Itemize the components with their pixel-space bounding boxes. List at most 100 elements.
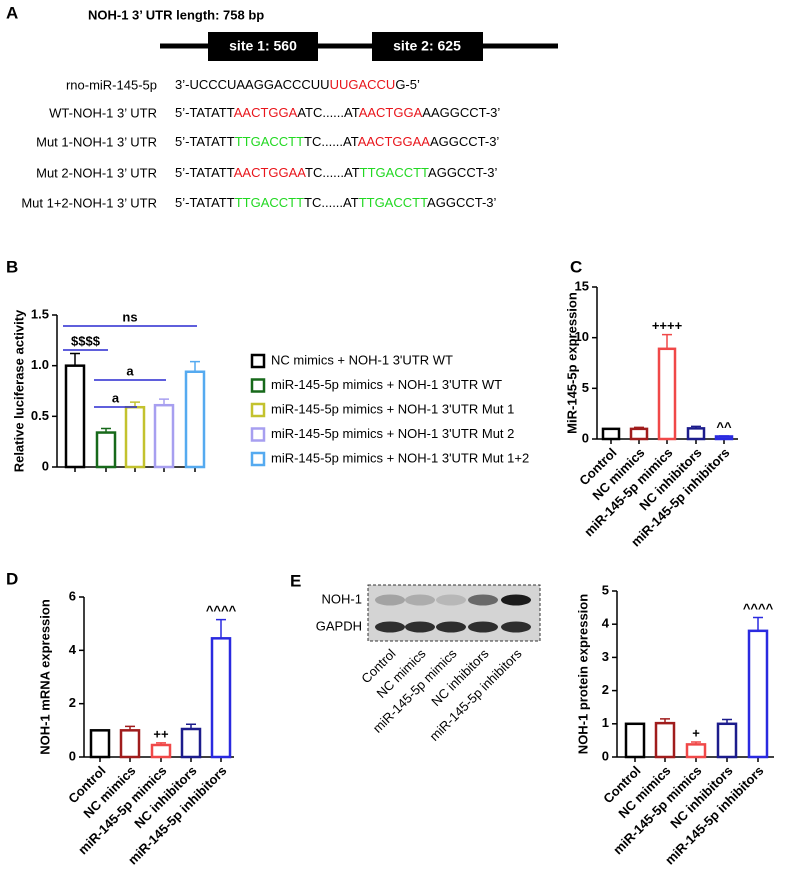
y-tick-label: 0: [602, 748, 609, 763]
y-tick-label: 0: [582, 430, 589, 445]
sequence: 3’-UCCCUAAGGACCCUUUUGACCUG-5’: [175, 77, 420, 92]
blot-bands: [375, 594, 531, 633]
sequence-segment: AACTGGAA: [234, 165, 307, 180]
band: [501, 594, 531, 606]
bar: [64, 364, 86, 469]
sequence-segment: 5’-TATATT: [175, 165, 235, 180]
sequence-segment: TTGACCTT: [360, 165, 429, 180]
significance-label: ^^^^: [743, 601, 774, 616]
error-bar: [156, 742, 166, 745]
sequence-segment: TTGACCTT: [235, 195, 304, 210]
site-box: [372, 32, 483, 61]
sequence-segment: AAGGCCT-3’: [422, 105, 500, 120]
sequence-segment: 5’-TATATT: [175, 105, 235, 120]
site-box: [208, 32, 318, 61]
y-axis-label: NOH-1 protein expression: [575, 594, 590, 754]
error-bar: [753, 616, 763, 631]
band: [375, 621, 405, 633]
significance-label: ++: [153, 726, 169, 741]
bracket-label: ns: [122, 309, 137, 324]
y-tick-label: 2: [69, 695, 76, 710]
bar: [685, 743, 707, 759]
bracket-label: a: [112, 390, 120, 405]
sequence-segment: 5’-TATATT: [175, 195, 235, 210]
bar: [714, 435, 734, 441]
bar: [747, 629, 769, 759]
sequence-segment: 5’-TATATT: [175, 134, 235, 149]
sequence-segment: TC......AT: [304, 134, 359, 149]
bar: [686, 427, 706, 441]
band-label: NOH-1: [322, 591, 362, 606]
sequence-segment: G-5’: [395, 77, 420, 92]
bar: [89, 729, 111, 759]
sequence: 5’-TATATTTTGACCTTTC......ATTTGACCTTAGGCC…: [175, 195, 497, 210]
sequence-label: Mut 1+2-NOH-1 3’ UTR: [21, 195, 157, 210]
sequence-segment: AACTGGA: [359, 105, 423, 120]
y-tick-label: 4: [602, 616, 610, 631]
y-tick-label: 5: [602, 582, 609, 597]
legend-swatch: [250, 451, 266, 467]
sequence-segment: TC......AT: [304, 195, 359, 210]
panel-letter: C: [570, 257, 582, 276]
y-tick-label: 6: [69, 588, 76, 603]
sequence: 5’-TATATTAACTGGAATC......ATTTGACCTTAGGCC…: [175, 165, 497, 180]
y-tick-label: 1: [602, 715, 609, 730]
band: [468, 594, 498, 606]
bar: [210, 637, 232, 759]
legend-swatch: [250, 353, 266, 369]
sequence-segment: AACTGGAA: [358, 134, 431, 149]
bar: [180, 727, 202, 759]
band-label: GAPDH: [316, 618, 362, 633]
legend-label: miR-145-5p mimics + NOH-1 3'UTR Mut 1+2: [271, 450, 529, 465]
bar: [95, 431, 117, 469]
y-tick-label: 0: [69, 748, 76, 763]
sequence-segment: 3’-UCCCUAAGGACCCUU: [175, 77, 330, 92]
bar: [716, 722, 738, 759]
sequence-label: WT-NOH-1 3’ UTR: [49, 105, 157, 120]
bar: [124, 405, 146, 469]
y-tick-label: 3: [602, 649, 609, 664]
blot-image: [367, 584, 541, 642]
error-bar: [691, 425, 701, 429]
panel-letter: A: [6, 3, 18, 22]
y-tick-label: 0.5: [31, 408, 49, 423]
sequence-segment: TTGACCTT: [235, 134, 304, 149]
legend-swatch: [250, 378, 266, 393]
legend-swatch: [250, 427, 266, 442]
band: [468, 621, 498, 633]
error-bar: [660, 718, 670, 724]
y-tick-label: 10: [575, 329, 589, 344]
sequence-label: Mut 1-NOH-1 3’ UTR: [36, 134, 157, 149]
significance-label: ^^: [716, 419, 732, 434]
error-bar: [159, 398, 169, 406]
utr-title: NOH-1 3’ UTR length: 758 bp: [88, 7, 264, 22]
error-bar: [662, 333, 672, 349]
y-tick-label: 5: [582, 380, 589, 395]
sequence-segment: UUGACCU: [330, 77, 396, 92]
significance-label: +: [692, 725, 700, 740]
panel-letter: B: [6, 257, 18, 276]
bar: [150, 743, 172, 759]
y-axis-label: NOH-1 mRNA expression: [37, 599, 52, 755]
site-label: site 2: 625: [393, 38, 461, 54]
error-bar: [722, 718, 732, 724]
legend-swatch: [250, 402, 266, 418]
panel-letter: D: [6, 569, 18, 588]
legend-label: miR-145-5p mimics + NOH-1 3'UTR WT: [271, 377, 502, 392]
bar: [654, 721, 676, 759]
sequence-segment: TC......AT: [305, 165, 360, 180]
sequence-segment: AGGCCT-3’: [427, 195, 496, 210]
significance-label: ++++: [652, 318, 683, 333]
bar: [629, 427, 649, 441]
significance-label: ^^^^: [206, 603, 237, 618]
band: [405, 594, 435, 606]
error-bar: [186, 723, 196, 729]
error-bar: [719, 435, 729, 437]
y-axis-label: Relative luciferase activity: [11, 309, 26, 472]
error-bar: [634, 426, 644, 429]
band: [375, 594, 405, 606]
y-tick-label: 1.0: [31, 357, 49, 372]
y-tick-label: 2: [602, 682, 609, 697]
y-tick-label: 1.5: [31, 306, 49, 321]
